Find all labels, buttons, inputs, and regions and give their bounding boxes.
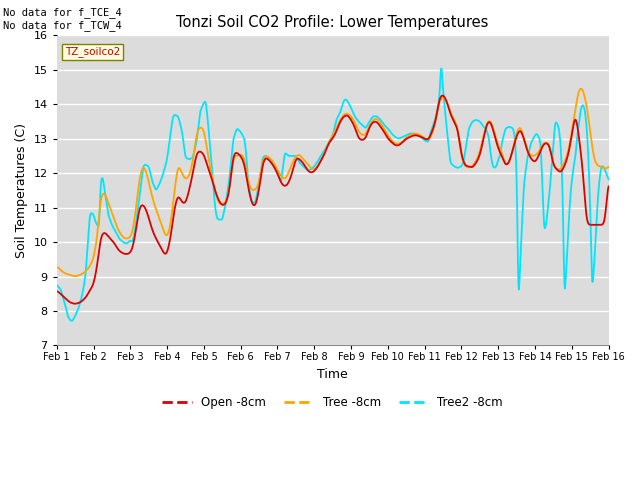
X-axis label: Time: Time [317, 368, 348, 381]
Title: Tonzi Soil CO2 Profile: Lower Temperatures: Tonzi Soil CO2 Profile: Lower Temperatur… [177, 15, 489, 30]
Y-axis label: Soil Temperatures (C): Soil Temperatures (C) [15, 123, 28, 258]
Legend: Open -8cm, Tree -8cm, Tree2 -8cm: Open -8cm, Tree -8cm, Tree2 -8cm [157, 392, 508, 414]
Text: No data for f_TCE_4
No data for f_TCW_4: No data for f_TCE_4 No data for f_TCW_4 [3, 7, 122, 31]
Text: TZ_soilco2: TZ_soilco2 [65, 46, 120, 57]
